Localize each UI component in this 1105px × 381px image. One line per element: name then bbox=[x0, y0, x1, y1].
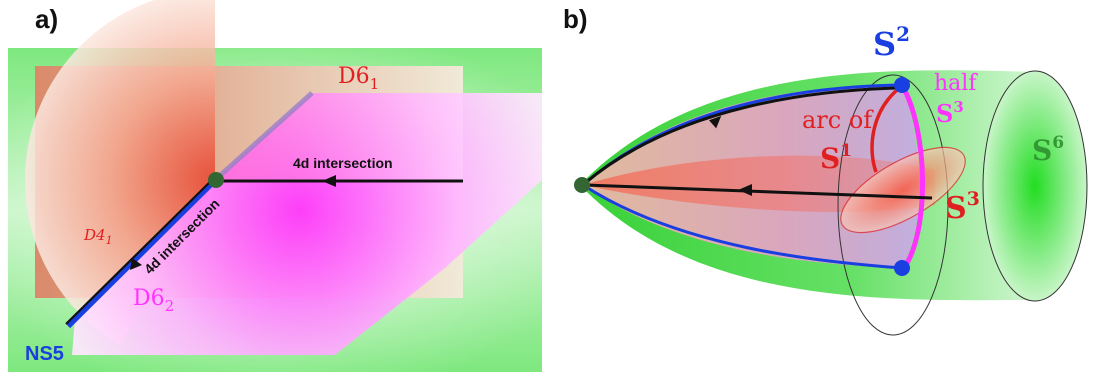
half-s3-label: S3 bbox=[936, 98, 964, 128]
origin-node-b bbox=[574, 177, 590, 193]
ns5-brane bbox=[65, 177, 218, 329]
lower-path-arrow bbox=[738, 184, 752, 196]
s1-label: S1 bbox=[820, 141, 852, 175]
red-beam bbox=[583, 155, 935, 213]
s2-label: S2 bbox=[873, 22, 910, 63]
s3-label: S3 bbox=[945, 188, 980, 226]
diagonal-arrow bbox=[130, 258, 142, 270]
half-s3-arc bbox=[899, 83, 926, 270]
s2-top-node bbox=[894, 77, 910, 93]
half-label: half bbox=[934, 71, 978, 96]
black-lower-path bbox=[584, 183, 933, 200]
d6-1-label: D61 bbox=[338, 64, 379, 93]
blue-lower-edge bbox=[582, 183, 903, 270]
arc-of-label: arc of bbox=[802, 106, 874, 134]
diagonal-intersection-line bbox=[65, 177, 215, 325]
s1-arc bbox=[870, 84, 904, 173]
ns5-label: NS5 bbox=[25, 343, 64, 365]
s2-outline-ellipse bbox=[837, 74, 949, 336]
panel-b-label: b) bbox=[563, 4, 588, 34]
s6-label: S6 bbox=[1032, 133, 1064, 167]
upper-diagonal-edge bbox=[213, 91, 314, 182]
s6-sphere bbox=[982, 70, 1088, 302]
black-upper-path bbox=[584, 86, 899, 185]
s3-disc bbox=[840, 146, 966, 234]
horizontal-arrow bbox=[322, 175, 336, 187]
panel-b: b) S2 half bbox=[563, 4, 1088, 336]
horizontal-intersection-label: 4d intersection bbox=[293, 155, 393, 171]
d6-2-label: D62 bbox=[133, 286, 174, 315]
d6-2-brane-upper bbox=[215, 93, 463, 180]
panel-a: a) D61 D41 D62 NS5 bbox=[8, 0, 542, 372]
s2-bottom-node bbox=[894, 260, 910, 276]
upper-path-arrow bbox=[708, 115, 722, 129]
panel-a-label: a) bbox=[35, 4, 58, 34]
intersection-node-a bbox=[208, 172, 224, 188]
d4-1-label: D41 bbox=[83, 226, 113, 247]
